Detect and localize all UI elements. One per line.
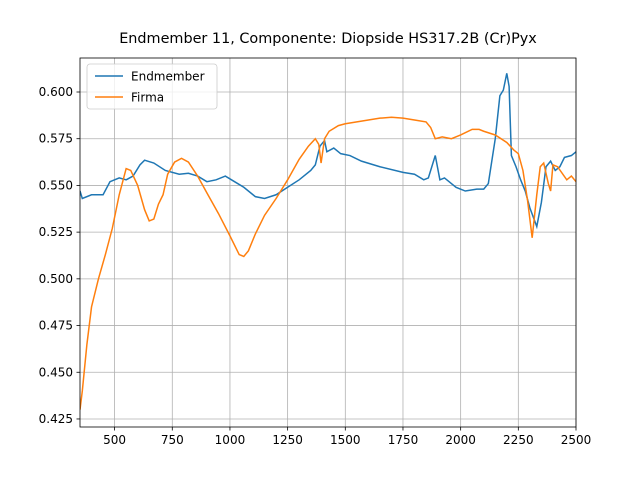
- y-tick-label: 0.600: [39, 85, 73, 99]
- x-tick-label: 1500: [330, 433, 361, 447]
- x-tick-label: 500: [103, 433, 126, 447]
- x-tick-label: 750: [161, 433, 184, 447]
- y-tick-label: 0.550: [39, 178, 73, 192]
- x-tick-label: 2500: [561, 433, 592, 447]
- data-line: [80, 116, 576, 410]
- y-tick-label: 0.475: [39, 319, 73, 333]
- chart-title: Endmember 11, Componente: Diopside HS317…: [119, 31, 537, 47]
- y-tick-label: 0.450: [39, 365, 73, 379]
- y-tick-label: 0.425: [39, 412, 73, 426]
- x-tick-label: 2250: [503, 433, 534, 447]
- data-line: [80, 73, 576, 230]
- x-tick-label: 2000: [445, 433, 476, 447]
- x-tick-label: 1250: [272, 433, 303, 447]
- legend-label: Firma: [131, 91, 164, 105]
- legend-label: Endmember: [131, 70, 205, 84]
- y-tick-label: 0.575: [39, 132, 73, 146]
- y-tick-label: 0.525: [39, 225, 73, 239]
- x-tick-label: 1750: [388, 433, 419, 447]
- plot-frame: [79, 57, 577, 428]
- x-tick-label: 1000: [215, 433, 246, 447]
- y-tick-label: 0.500: [39, 272, 73, 286]
